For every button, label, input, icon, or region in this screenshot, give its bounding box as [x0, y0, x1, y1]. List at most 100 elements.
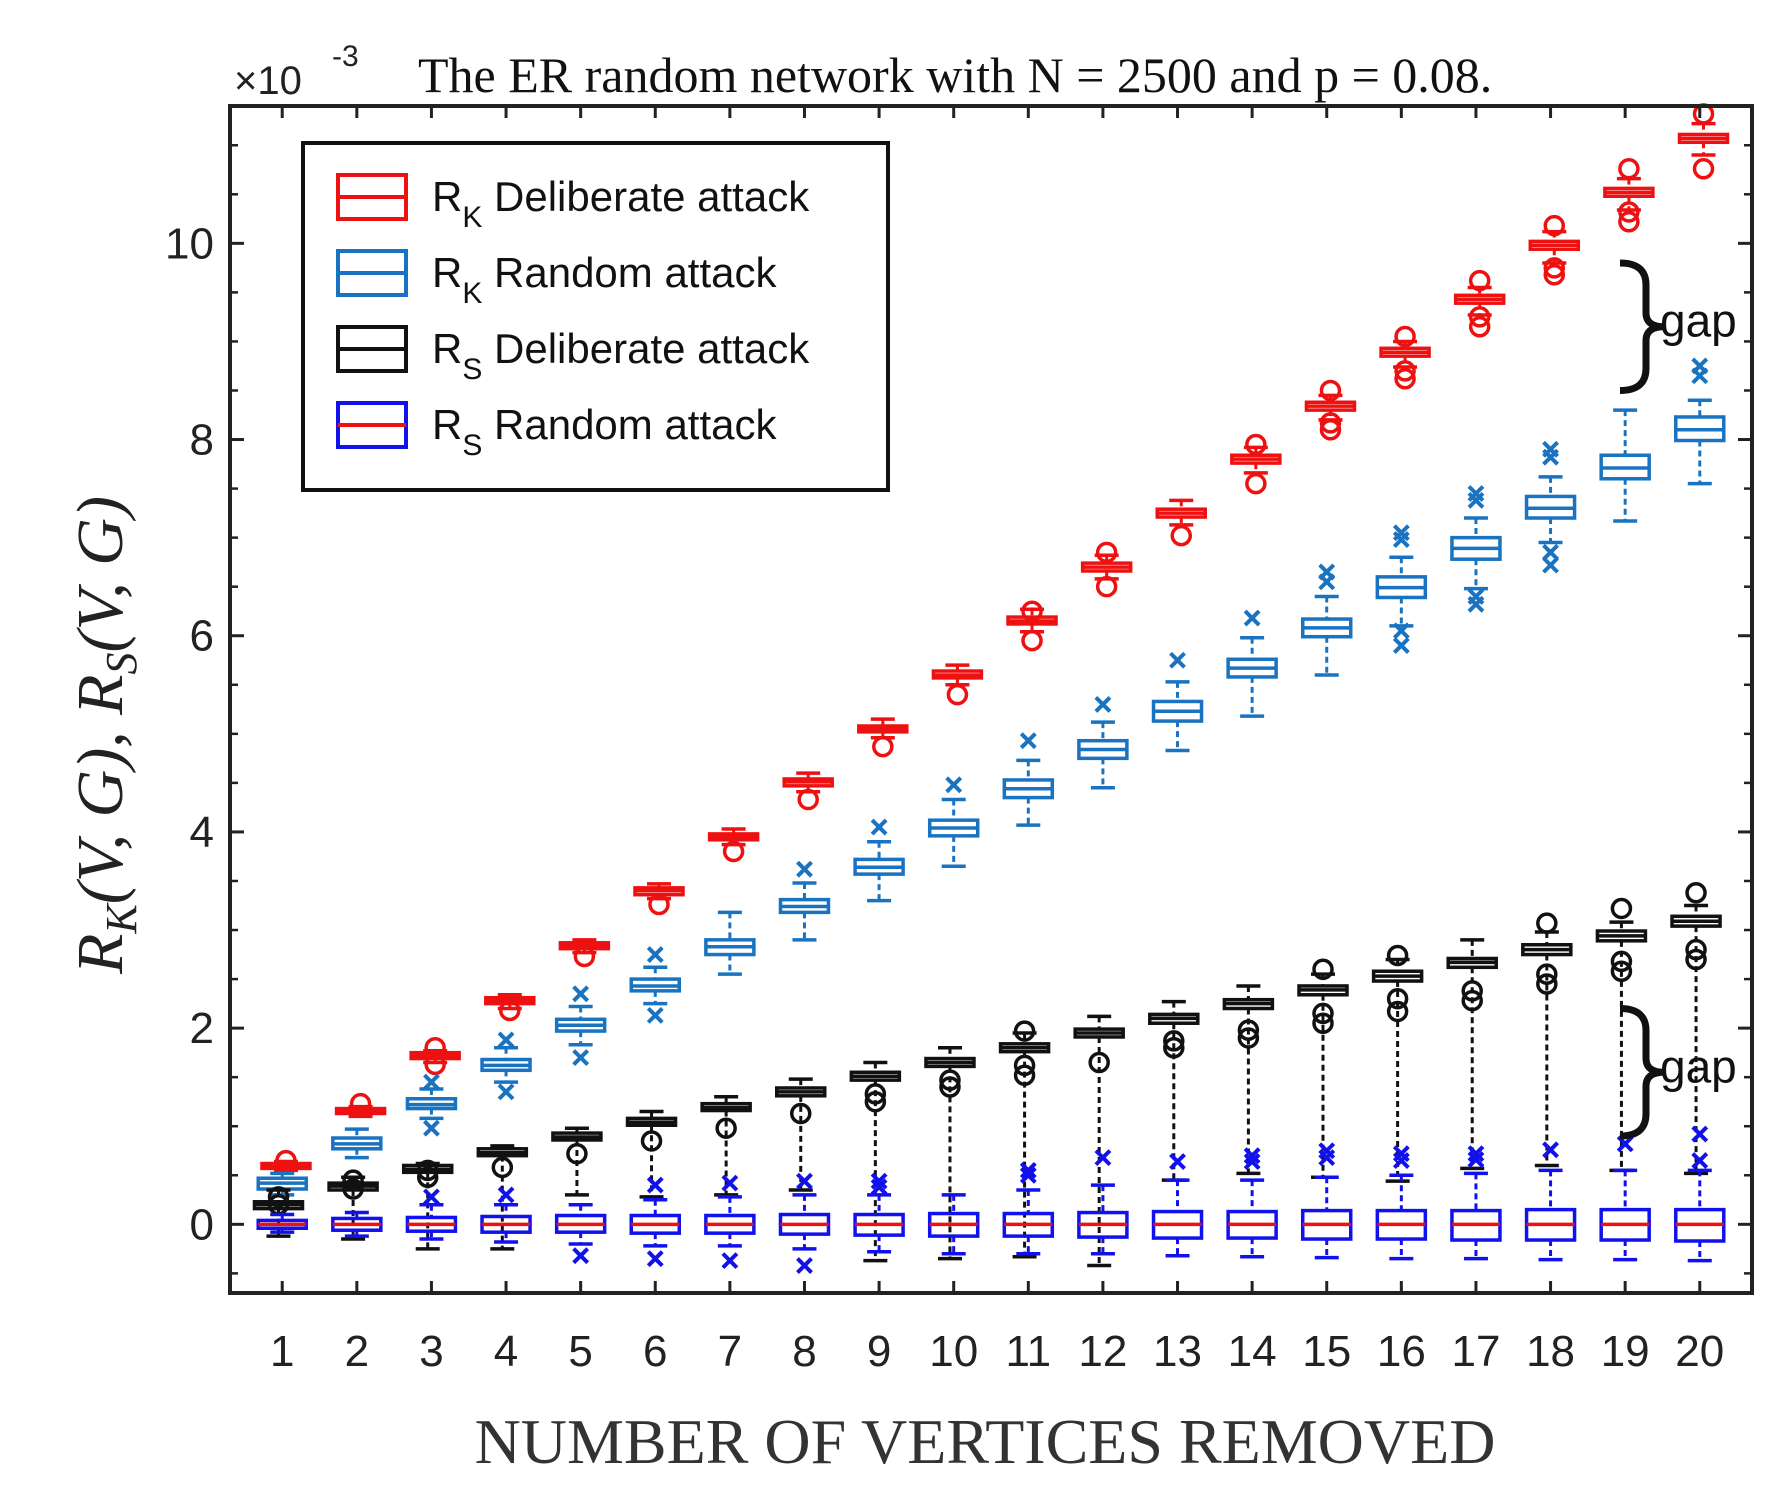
outlier-marker — [423, 1073, 440, 1091]
outlier-marker — [349, 1092, 372, 1115]
y-tick-label: 8 — [190, 416, 214, 465]
outlier-marker — [1245, 433, 1267, 456]
outlier-marker — [416, 1166, 439, 1188]
outlier-marker — [1618, 201, 1640, 223]
outlier-marker — [1019, 1161, 1037, 1179]
x-tick-label: 8 — [792, 1327, 816, 1376]
box-10 — [931, 663, 984, 706]
x-tick-label: 2 — [345, 1327, 369, 1376]
outlier-marker — [797, 788, 819, 811]
series-1 — [260, 103, 1730, 1173]
outlier-marker — [424, 1037, 446, 1059]
outlier-marker — [1691, 1125, 1709, 1143]
outlier-marker — [1618, 158, 1640, 180]
legend-label: RS Deliberate attack — [432, 325, 810, 386]
outlier-marker — [1319, 418, 1342, 441]
box-17 — [1450, 485, 1502, 613]
outlier-marker — [1386, 944, 1409, 967]
box-14 — [1226, 609, 1278, 718]
outlier-marker — [1013, 1064, 1036, 1086]
outlier-marker — [1169, 651, 1186, 669]
box-11 — [998, 1020, 1051, 1259]
outlier-marker — [1394, 325, 1416, 348]
legend-frame — [301, 141, 890, 492]
outlier-marker — [1543, 263, 1566, 286]
box-8 — [778, 860, 831, 942]
outlier-marker — [946, 683, 969, 706]
y-exponent-label: ×10 — [234, 59, 302, 103]
x-tick-label: 20 — [1675, 1327, 1724, 1376]
x-tick-label: 11 — [1005, 1327, 1051, 1376]
box-20 — [1677, 103, 1730, 180]
box-6 — [629, 1176, 682, 1268]
box-15 — [1300, 1142, 1353, 1260]
outlier-marker — [1021, 629, 1043, 652]
x-tick-label: 4 — [494, 1327, 518, 1376]
outlier-marker — [1467, 1151, 1485, 1169]
outlier-marker — [1461, 980, 1483, 1002]
box-5 — [558, 938, 611, 968]
legend-item-4: RS Random attack — [336, 401, 778, 462]
outlier-marker — [1610, 950, 1633, 973]
outlier-marker — [870, 1172, 888, 1190]
outlier-marker — [640, 1130, 663, 1152]
box-4 — [480, 1186, 532, 1244]
box-15 — [1304, 379, 1357, 441]
box-5 — [554, 1202, 607, 1265]
box-13 — [1148, 999, 1200, 1182]
outlier-marker — [646, 1250, 664, 1268]
outlier-marker — [1468, 315, 1491, 338]
box-12 — [1077, 695, 1129, 790]
outlier-marker — [870, 818, 888, 836]
gap-annotation-2: gap — [1619, 1005, 1737, 1140]
box-13 — [1155, 498, 1207, 547]
legend-label: RK Random attack — [432, 249, 778, 310]
outlier-marker — [939, 1069, 961, 1091]
y-tick-label: 6 — [190, 612, 214, 661]
box-14 — [1222, 984, 1275, 1176]
box-13 — [1151, 651, 1204, 753]
box-11 — [1002, 732, 1055, 827]
outlier-marker — [491, 1156, 514, 1179]
outlier-marker — [1392, 524, 1410, 542]
gap-label: gap — [1660, 295, 1737, 347]
outlier-marker — [722, 840, 745, 863]
x-tick-label: 17 — [1451, 1327, 1500, 1376]
outlier-marker — [573, 945, 596, 968]
box-14 — [1230, 433, 1282, 495]
outlier-marker — [1394, 360, 1416, 382]
box-1 — [260, 1149, 312, 1173]
outlier-marker — [572, 1247, 590, 1265]
outlier-marker — [342, 1178, 364, 1200]
y-exponent-power: -3 — [332, 40, 359, 73]
outlier-marker — [1318, 563, 1336, 581]
outlier-marker — [648, 893, 670, 916]
outlier-marker — [1610, 960, 1633, 982]
outlier-marker — [1312, 1012, 1334, 1034]
box-3 — [405, 1073, 458, 1137]
outlier-marker — [1095, 541, 1118, 564]
outlier-marker — [872, 735, 894, 758]
legend-item-2: RK Random attack — [336, 249, 778, 310]
outlier-marker — [1243, 1153, 1261, 1170]
gap-brace — [1619, 1005, 1665, 1140]
box-1 — [256, 1212, 308, 1234]
box-5 — [554, 985, 607, 1066]
outlier-marker — [1386, 987, 1409, 1010]
box-6 — [629, 946, 682, 1024]
x-tick-label: 10 — [929, 1327, 978, 1376]
outlier-marker — [1542, 556, 1559, 574]
box-16 — [1371, 944, 1424, 1183]
outlier-marker — [646, 946, 664, 963]
box-11 — [1006, 600, 1058, 652]
outlier-marker — [1467, 485, 1485, 502]
box-7 — [704, 1174, 756, 1270]
outlier-marker — [1163, 1037, 1185, 1059]
outlier-marker — [790, 1102, 812, 1125]
outlier-marker — [416, 1159, 439, 1182]
outlier-marker — [1019, 732, 1037, 750]
box-18 — [1524, 1141, 1577, 1262]
box-18 — [1528, 214, 1581, 286]
x-axis-label: NUMBER OF VERTICES REMOVED — [475, 1406, 1496, 1477]
